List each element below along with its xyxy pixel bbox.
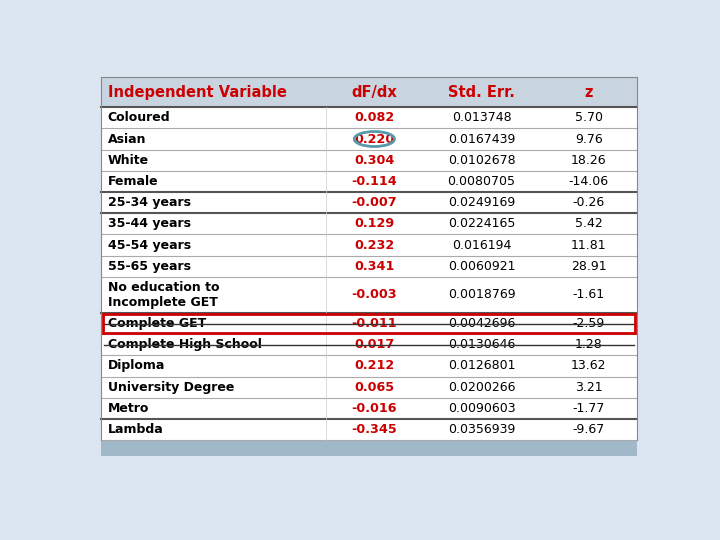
Text: 0.0018769: 0.0018769 — [448, 288, 516, 301]
Text: 0.0167439: 0.0167439 — [448, 132, 516, 145]
Text: Independent Variable: Independent Variable — [108, 85, 287, 100]
Text: 0.220: 0.220 — [354, 132, 395, 145]
Text: 5.42: 5.42 — [575, 217, 603, 231]
Text: 0.065: 0.065 — [354, 381, 395, 394]
Text: 0.0130646: 0.0130646 — [448, 338, 516, 351]
Text: No education to
Incomplete GET: No education to Incomplete GET — [108, 281, 220, 309]
Text: 13.62: 13.62 — [571, 360, 606, 373]
Text: 0.082: 0.082 — [354, 111, 395, 124]
Text: 28.91: 28.91 — [571, 260, 606, 273]
Text: -0.016: -0.016 — [351, 402, 397, 415]
Text: 0.212: 0.212 — [354, 360, 395, 373]
Text: 0.016194: 0.016194 — [452, 239, 511, 252]
Text: 0.304: 0.304 — [354, 154, 395, 167]
Text: -0.007: -0.007 — [351, 196, 397, 209]
Text: -1.77: -1.77 — [572, 402, 605, 415]
Text: 3.21: 3.21 — [575, 381, 603, 394]
Text: z: z — [585, 85, 593, 100]
Text: -9.67: -9.67 — [572, 423, 605, 436]
Text: 11.81: 11.81 — [571, 239, 606, 252]
Text: 5.70: 5.70 — [575, 111, 603, 124]
Text: -0.011: -0.011 — [351, 317, 397, 330]
Text: 1.28: 1.28 — [575, 338, 603, 351]
Text: Complete High School: Complete High School — [108, 338, 262, 351]
Text: Std. Err.: Std. Err. — [448, 85, 515, 100]
Text: White: White — [108, 154, 149, 167]
Text: Lambda: Lambda — [108, 423, 163, 436]
Text: 0.341: 0.341 — [354, 260, 395, 273]
Text: Metro: Metro — [108, 402, 149, 415]
Text: 0.0080705: 0.0080705 — [448, 175, 516, 188]
Text: 0.0356939: 0.0356939 — [448, 423, 516, 436]
Text: 0.0042696: 0.0042696 — [448, 317, 516, 330]
Text: Coloured: Coloured — [108, 111, 171, 124]
Text: -0.114: -0.114 — [351, 175, 397, 188]
Text: Complete GET: Complete GET — [108, 317, 206, 330]
FancyBboxPatch shape — [101, 77, 637, 107]
Text: University Degree: University Degree — [108, 381, 234, 394]
FancyBboxPatch shape — [101, 77, 637, 440]
Text: 0.0102678: 0.0102678 — [448, 154, 516, 167]
Text: 0.0060921: 0.0060921 — [448, 260, 516, 273]
Text: 35-44 years: 35-44 years — [108, 217, 191, 231]
Text: 0.0090603: 0.0090603 — [448, 402, 516, 415]
Text: 18.26: 18.26 — [571, 154, 606, 167]
FancyBboxPatch shape — [101, 440, 637, 456]
Text: 25-34 years: 25-34 years — [108, 196, 191, 209]
Text: 0.0249169: 0.0249169 — [448, 196, 515, 209]
Text: -0.345: -0.345 — [351, 423, 397, 436]
Text: 0.232: 0.232 — [354, 239, 395, 252]
Text: 0.0126801: 0.0126801 — [448, 360, 516, 373]
Text: Diploma: Diploma — [108, 360, 165, 373]
Text: 45-54 years: 45-54 years — [108, 239, 191, 252]
Text: -1.61: -1.61 — [572, 288, 605, 301]
Text: -0.26: -0.26 — [572, 196, 605, 209]
Text: 55-65 years: 55-65 years — [108, 260, 191, 273]
Text: 0.0200266: 0.0200266 — [448, 381, 516, 394]
Text: 9.76: 9.76 — [575, 132, 603, 145]
Text: Female: Female — [108, 175, 158, 188]
Text: 0.013748: 0.013748 — [451, 111, 511, 124]
Text: 0.0224165: 0.0224165 — [448, 217, 516, 231]
Text: -2.59: -2.59 — [572, 317, 605, 330]
Text: -14.06: -14.06 — [569, 175, 608, 188]
Text: 0.017: 0.017 — [354, 338, 395, 351]
Text: Asian: Asian — [108, 132, 146, 145]
Text: dF/dx: dF/dx — [351, 85, 397, 100]
Text: -0.003: -0.003 — [351, 288, 397, 301]
Text: 0.129: 0.129 — [354, 217, 395, 231]
